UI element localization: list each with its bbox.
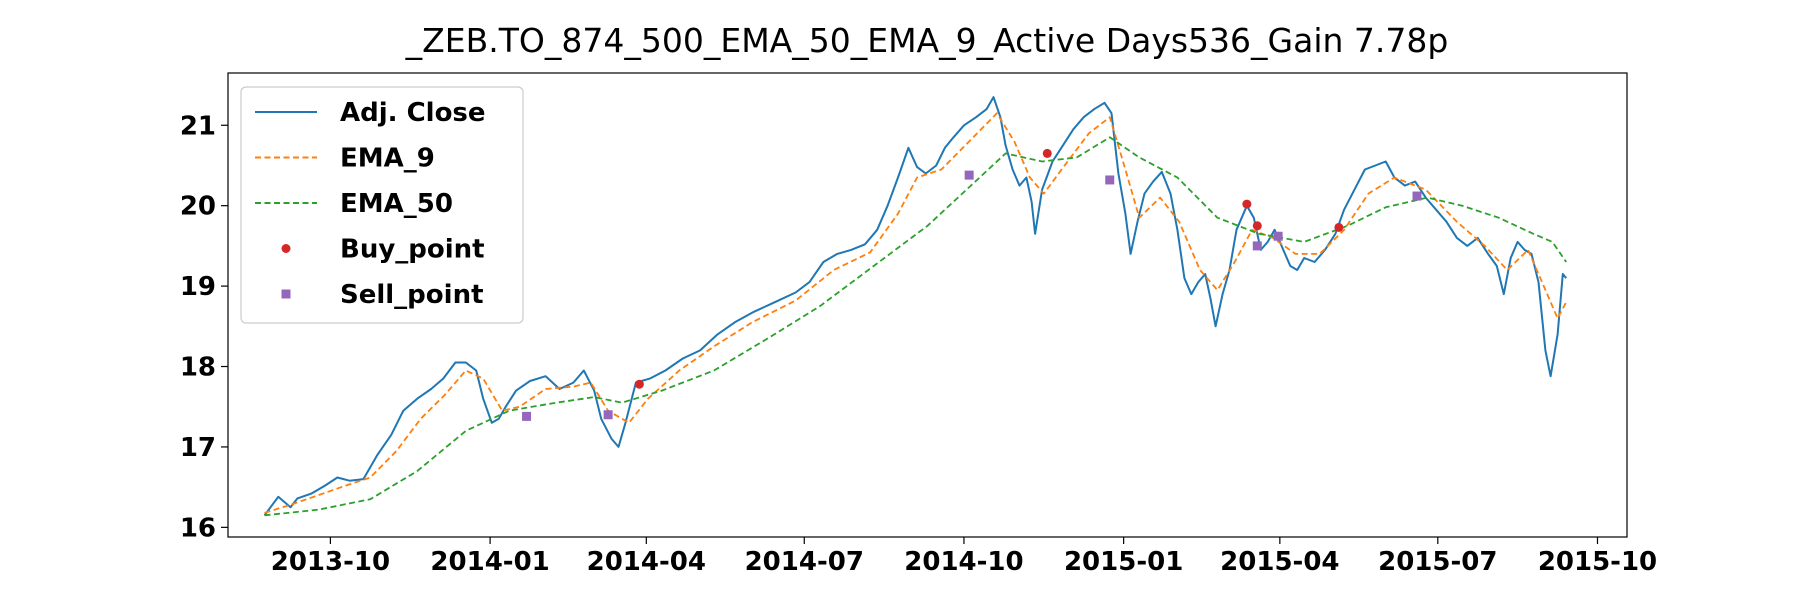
x-tick-label: 2015-10 (1538, 547, 1657, 577)
legend-label: EMA_50 (340, 189, 453, 219)
sell-point-marker (1273, 231, 1283, 241)
y-axis: 16 17 18 19 20 21 (180, 111, 228, 543)
legend-label: Adj. Close (340, 98, 486, 128)
x-tick-label: 2015-04 (1220, 547, 1339, 577)
sell-point-marker (964, 170, 974, 180)
legend: Adj. Close EMA_9 EMA_50 Buy_point Sell_point (240, 86, 524, 324)
sell-point-marker (603, 410, 613, 420)
series-0 (263, 96, 1567, 516)
series-4 (522, 170, 1422, 421)
sell-point-marker (1412, 191, 1422, 201)
y-tick-label: 20 (180, 192, 216, 222)
chart-title: _ZEB.TO_874_500_EMA_50_EMA_9_Active Days… (405, 21, 1449, 60)
buy-point-marker (634, 379, 644, 389)
legend-item: Adj. Close (255, 98, 486, 128)
buy-point-marker (1252, 221, 1262, 231)
plot-area (263, 96, 1567, 517)
series-1 (264, 112, 1567, 514)
series-line (264, 136, 1567, 517)
plot-frame (227, 72, 1628, 538)
legend-swatch (281, 244, 291, 253)
legend-item: EMA_9 (255, 144, 435, 174)
sell-point-marker (1252, 241, 1262, 251)
y-tick-label: 21 (180, 111, 216, 141)
legend-box (240, 86, 524, 324)
legend-item: Sell_point (281, 280, 484, 310)
y-tick-label: 19 (180, 272, 216, 302)
x-axis: 2013-10 2014-01 2014-04 2014-07 2014-10 2015-… (271, 537, 1657, 577)
buy-point-marker (1334, 222, 1344, 232)
x-tick-label: 2014-07 (745, 547, 864, 577)
y-tick-label: 18 (180, 353, 216, 383)
x-tick-label: 2013-10 (271, 547, 390, 577)
x-tick-label: 2014-04 (587, 547, 706, 577)
series-2 (264, 136, 1567, 517)
legend-label: EMA_9 (340, 144, 435, 174)
x-tick-label: 2014-01 (430, 547, 549, 577)
x-tick-label: 2014-10 (904, 547, 1023, 577)
buy-point-marker (1042, 148, 1052, 158)
legend-label: Sell_point (340, 280, 484, 310)
y-tick-label: 17 (180, 433, 216, 463)
sell-point-marker (1105, 175, 1115, 185)
sell-point-marker (522, 411, 532, 421)
series-3 (634, 148, 1344, 389)
y-tick-label: 16 (180, 513, 216, 543)
buy-point-marker (1242, 199, 1252, 209)
x-tick-label: 2015-01 (1064, 547, 1183, 577)
x-tick-label: 2015-07 (1378, 547, 1497, 577)
series-line (263, 96, 1567, 516)
legend-item: Buy_point (281, 235, 485, 265)
series-line (264, 112, 1567, 514)
legend-label: Buy_point (340, 235, 485, 265)
legend-item: EMA_50 (255, 189, 453, 219)
legend-swatch (281, 289, 291, 299)
